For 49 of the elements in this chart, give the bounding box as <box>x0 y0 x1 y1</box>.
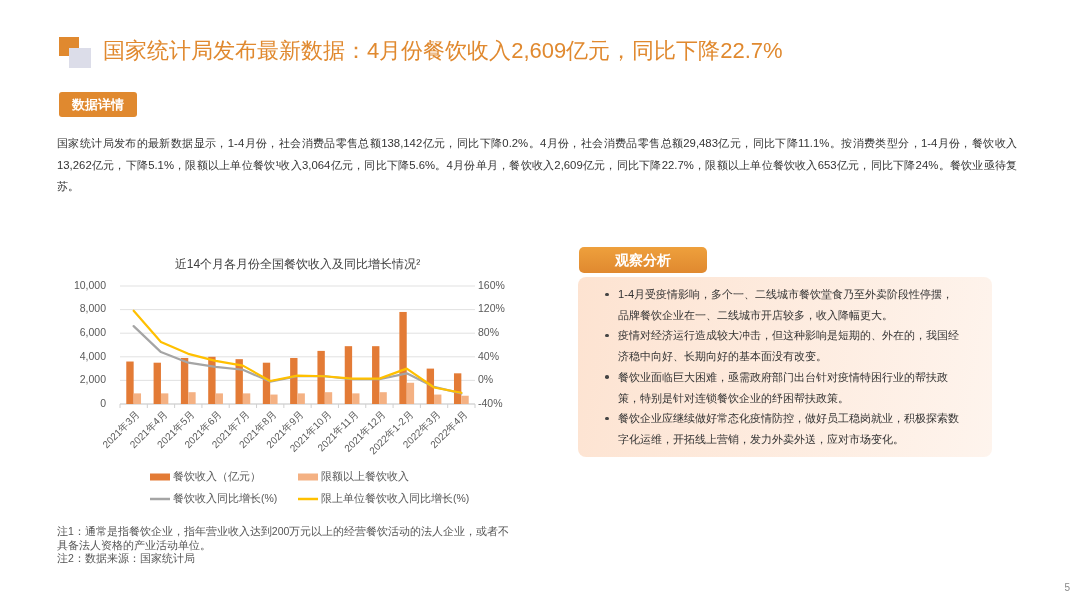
legend-label: 限额以上餐饮收入 <box>321 469 409 482</box>
text: 餐饮业面临巨大困难，亟需政府部门出台针对疫情特困行业的帮扶政策，特别是针对连锁餐饮企业的纾困帮扶政策。 <box>618 369 949 406</box>
bar <box>324 392 333 404</box>
text: 注1：通常是指餐饮企业，指年营业收入达到200万元以上的经营餐饮活动的法人企业，或者不具备法人资格的产业活动单位。 <box>57 525 511 552</box>
bar <box>406 382 415 404</box>
y-tick-label: 4,000 <box>79 349 107 362</box>
bar <box>180 357 189 404</box>
y2-tick-label: 120% <box>478 302 505 315</box>
text: 注2：数据来源：国家统计局 <box>57 552 196 566</box>
y-tick-label: 0 <box>100 396 107 409</box>
bar <box>317 350 325 404</box>
y-tick-label: 6,000 <box>79 325 107 338</box>
bar <box>297 393 305 404</box>
bar <box>270 394 278 404</box>
bar <box>126 361 134 404</box>
bar <box>290 357 298 404</box>
y-tick-label: 10,000 <box>73 278 107 291</box>
legend-label: 餐饮收入（亿元） <box>173 469 261 482</box>
bar <box>372 346 380 404</box>
bar <box>352 393 360 404</box>
bar <box>344 346 353 404</box>
y2-tick-label: 40% <box>478 349 500 362</box>
y2-tick-label: 0% <box>478 373 494 386</box>
bar <box>160 393 169 404</box>
legend-label: 限上单位餐饮收入同比增长(%) <box>321 491 470 504</box>
y-tick-label: 8,000 <box>79 302 107 315</box>
text: 5 <box>1063 582 1070 593</box>
y2-tick-label: 160% <box>478 278 505 291</box>
text: 国家统计局发布的最新数据显示，1-4月份，社会消费品零售总额138,142亿元，同比下降0.2%。4月份，社会消费品零售总额29,483亿元，同比下降11.1%。按消费类型分，1-4月份，餐饮收入13,262亿元，下降5.1%，限额以上单位餐饮¹收入3,064亿元，同比下降5.6%。4月份单月，餐饮收入2,609亿元，同比下降22.7%，限额以上单位餐饮收入653亿元，同比下降24%。餐饮业亟待复苏。 <box>57 136 1017 194</box>
text: 1-4月受疫情影响，多个一、二线城市餐饮堂食乃至外卖阶段性停摆，品牌餐饮企业在一、二线城市开店较多，收入降幅更大。 <box>618 287 955 323</box>
chart-title: 近14个月各月份全国餐饮收入及同比增长情况² <box>174 257 421 272</box>
bar <box>133 393 142 404</box>
legend-label: 餐饮收入同比增长(%) <box>173 491 278 504</box>
text: 疫情对经济运行造成较大冲击，但这种影响是短期的、外在的，我国经济稳中向好、长期向好的基本面没有改变。 <box>618 328 960 365</box>
bar <box>153 362 161 404</box>
bar <box>379 392 387 404</box>
bar <box>399 311 407 404</box>
bar <box>208 356 216 404</box>
line-series <box>132 309 463 394</box>
bar <box>242 393 251 404</box>
bar <box>461 395 469 404</box>
text: 国家统计局发布最新数据：4月份餐饮收入2,609亿元，同比下降22.7% <box>103 37 783 65</box>
bar <box>188 392 196 404</box>
text: 餐饮企业应继续做好常态化疫情防控，做好员工稳岗就业，积极探索数字化运维，开拓线上营销，发力外卖外送，应对市场变化。 <box>618 411 960 447</box>
bar <box>434 394 442 404</box>
y2-tick-label: -40% <box>478 396 503 409</box>
y-tick-label: 2,000 <box>79 373 107 386</box>
bar <box>215 393 223 404</box>
y2-tick-label: 80% <box>478 325 500 338</box>
